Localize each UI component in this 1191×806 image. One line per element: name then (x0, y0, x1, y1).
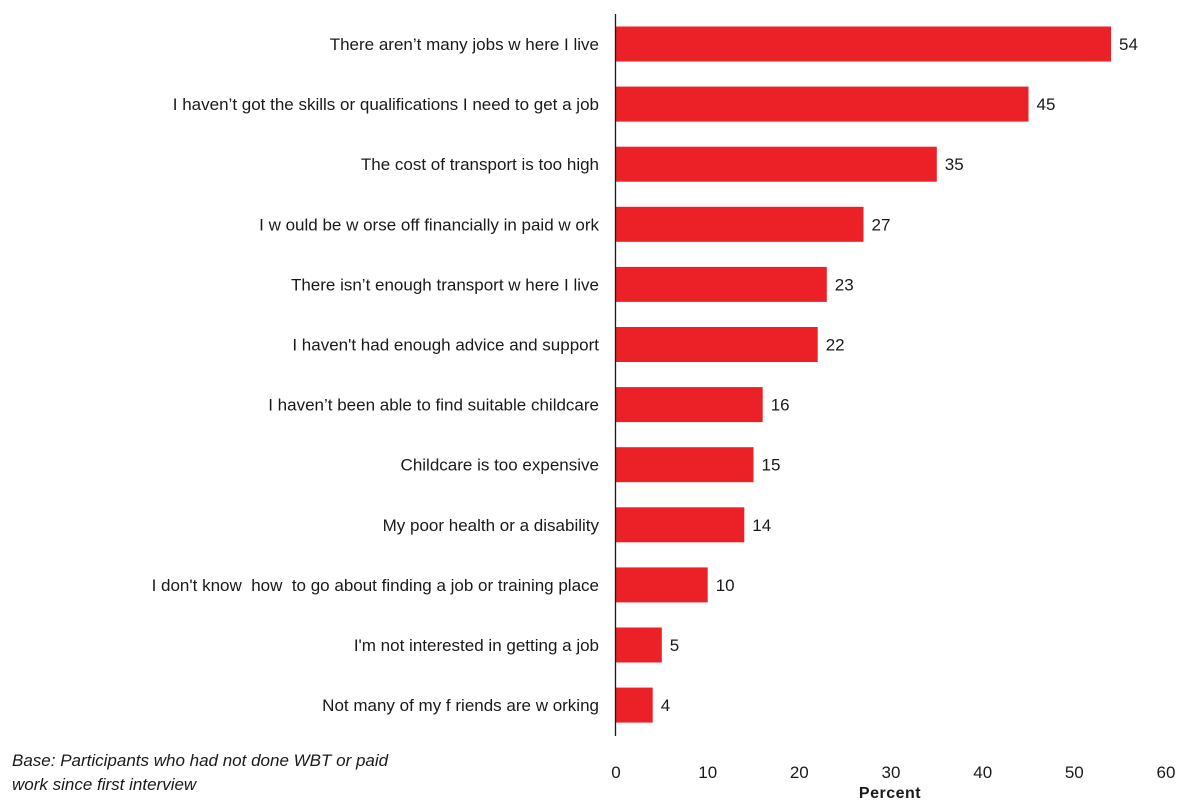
x-tick-label: 30 (882, 763, 901, 782)
x-axis-title: Percent (859, 785, 921, 801)
data-label: 10 (716, 576, 735, 595)
category-label: I haven’t been able to find suitable chi… (268, 396, 599, 415)
data-label: 27 (872, 215, 891, 234)
bar (616, 266, 827, 302)
data-label: 4 (661, 696, 670, 715)
data-label: 5 (670, 636, 679, 655)
category-label: Childcare is too expensive (401, 456, 599, 475)
bar (616, 507, 745, 543)
bars-layer (616, 26, 1111, 723)
category-label: Not many of my f riends are w orking (322, 696, 599, 715)
x-tick-label: 0 (611, 763, 620, 782)
data-label: 23 (835, 275, 854, 294)
category-label: My poor health or a disability (383, 516, 600, 535)
bar (616, 447, 754, 483)
data-label: 35 (945, 155, 964, 174)
bar (616, 387, 763, 423)
data-label: 15 (762, 456, 781, 475)
data-label: 45 (1037, 95, 1056, 114)
footnote-line-1: Base: Participants who had not done WBT … (12, 751, 389, 770)
category-label: I haven’t got the skills or qualificatio… (173, 95, 599, 114)
bar (616, 567, 708, 603)
bar (616, 26, 1111, 62)
category-label: The cost of transport is too high (361, 155, 599, 174)
category-label: I w ould be w orse off financially in pa… (259, 215, 599, 234)
bar (616, 327, 818, 362)
data-label: 14 (752, 516, 771, 535)
x-tick-label: 50 (1065, 763, 1084, 782)
bar (616, 206, 864, 242)
category-label: I'm not interested in getting a job (354, 636, 599, 655)
base-footnote: Base: Participants who had not done WBT … (12, 749, 512, 797)
category-label: I don't know how to go about finding a j… (152, 576, 599, 595)
category-label: There isn’t enough transport w here I li… (291, 275, 599, 294)
category-labels: There aren’t many jobs w here I live I ha… (152, 35, 600, 715)
bar (616, 687, 653, 723)
x-tick-label: 60 (1157, 763, 1176, 782)
data-label: 16 (771, 396, 790, 415)
data-label: 22 (826, 336, 845, 355)
x-tick-label: 40 (973, 763, 992, 782)
category-label: I haven't had enough advice and support (292, 336, 599, 355)
data-label: 54 (1119, 35, 1138, 54)
bar (616, 86, 1029, 122)
bar (616, 146, 937, 182)
footnote-line-2: work since first interview (12, 775, 197, 794)
x-tick-labels: 0 10 20 30 40 50 60 (611, 763, 1175, 782)
category-label: There aren’t many jobs w here I live (330, 35, 599, 54)
x-tick-label: 20 (790, 763, 809, 782)
x-tick-label: 10 (698, 763, 717, 782)
bar (616, 627, 662, 663)
